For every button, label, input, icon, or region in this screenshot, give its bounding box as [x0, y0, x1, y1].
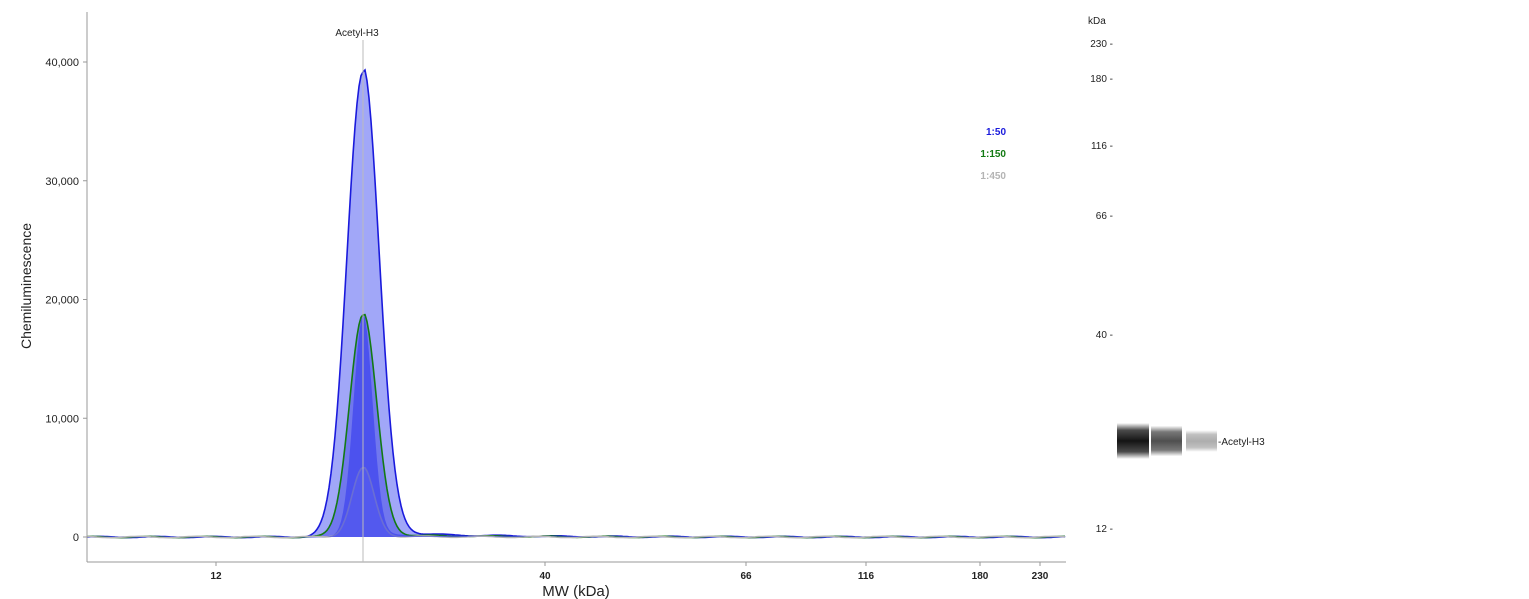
lanes	[1117, 423, 1217, 459]
x-tick-label: 180	[972, 571, 989, 582]
axes	[86, 12, 1066, 563]
series-area-1:50	[87, 70, 1066, 538]
x-axis-label: MW (kDa)	[542, 583, 610, 599]
x-tick-label: 66	[740, 571, 752, 582]
peak-annotation: Acetyl-H3	[335, 28, 379, 562]
legend: 1:50 1:150 1:450	[980, 127, 1006, 182]
ladder-tick-label: 230 -	[1090, 39, 1113, 50]
ladder-tick-label: 66 -	[1096, 211, 1113, 222]
lane-band-1:50	[1117, 423, 1149, 459]
series-area-1:450	[87, 467, 1066, 538]
x-tick-label: 230	[1032, 571, 1049, 582]
series-line-1:450	[86, 466, 1066, 539]
x-tick-label: 116	[858, 571, 875, 582]
band-label: -Acetyl-H3	[1218, 437, 1265, 448]
y-ticks: 0 10,000 20,000 30,000 40,000	[45, 57, 87, 544]
series-area-1:150	[87, 314, 1066, 538]
series-line-1:150	[86, 313, 1065, 539]
legend-entry-1:450: 1:450	[980, 171, 1006, 182]
y-tick-label: 40,000	[45, 57, 79, 69]
ladder-tick-label: 12 -	[1096, 524, 1113, 535]
legend-entry-1:150: 1:150	[980, 149, 1006, 160]
ladder-unit-label: kDa	[1088, 16, 1106, 27]
y-tick-label: 30,000	[45, 176, 79, 188]
x-ticks: 12 40 66 116 180 230	[210, 562, 1049, 582]
y-tick-label: 0	[73, 532, 79, 544]
lane-band-1:150	[1151, 425, 1182, 457]
peak-core-fill	[87, 315, 1066, 538]
ladder-tick-label: 116 -	[1091, 141, 1113, 152]
ladder-tick-label: 40 -	[1096, 330, 1113, 341]
series-line-1:50	[86, 68, 1066, 539]
x-tick-label: 40	[539, 571, 551, 582]
x-tick-label: 12	[210, 571, 222, 582]
ladder-panel: kDa	[1088, 16, 1106, 27]
plot-area	[86, 68, 1066, 539]
peak-annotation-label: Acetyl-H3	[335, 28, 379, 39]
ladder-tick-label: 180 -	[1090, 74, 1113, 85]
lane-band-1:450	[1186, 430, 1217, 452]
ladder-ticks: 230 - 180 - 116 - 66 - 40 - 12 -	[1090, 39, 1113, 535]
y-tick-label: 10,000	[45, 413, 79, 425]
y-tick-label: 20,000	[45, 295, 79, 307]
legend-entry-1:50: 1:50	[986, 127, 1006, 138]
y-axis-label: Chemiluminescence	[18, 223, 34, 349]
